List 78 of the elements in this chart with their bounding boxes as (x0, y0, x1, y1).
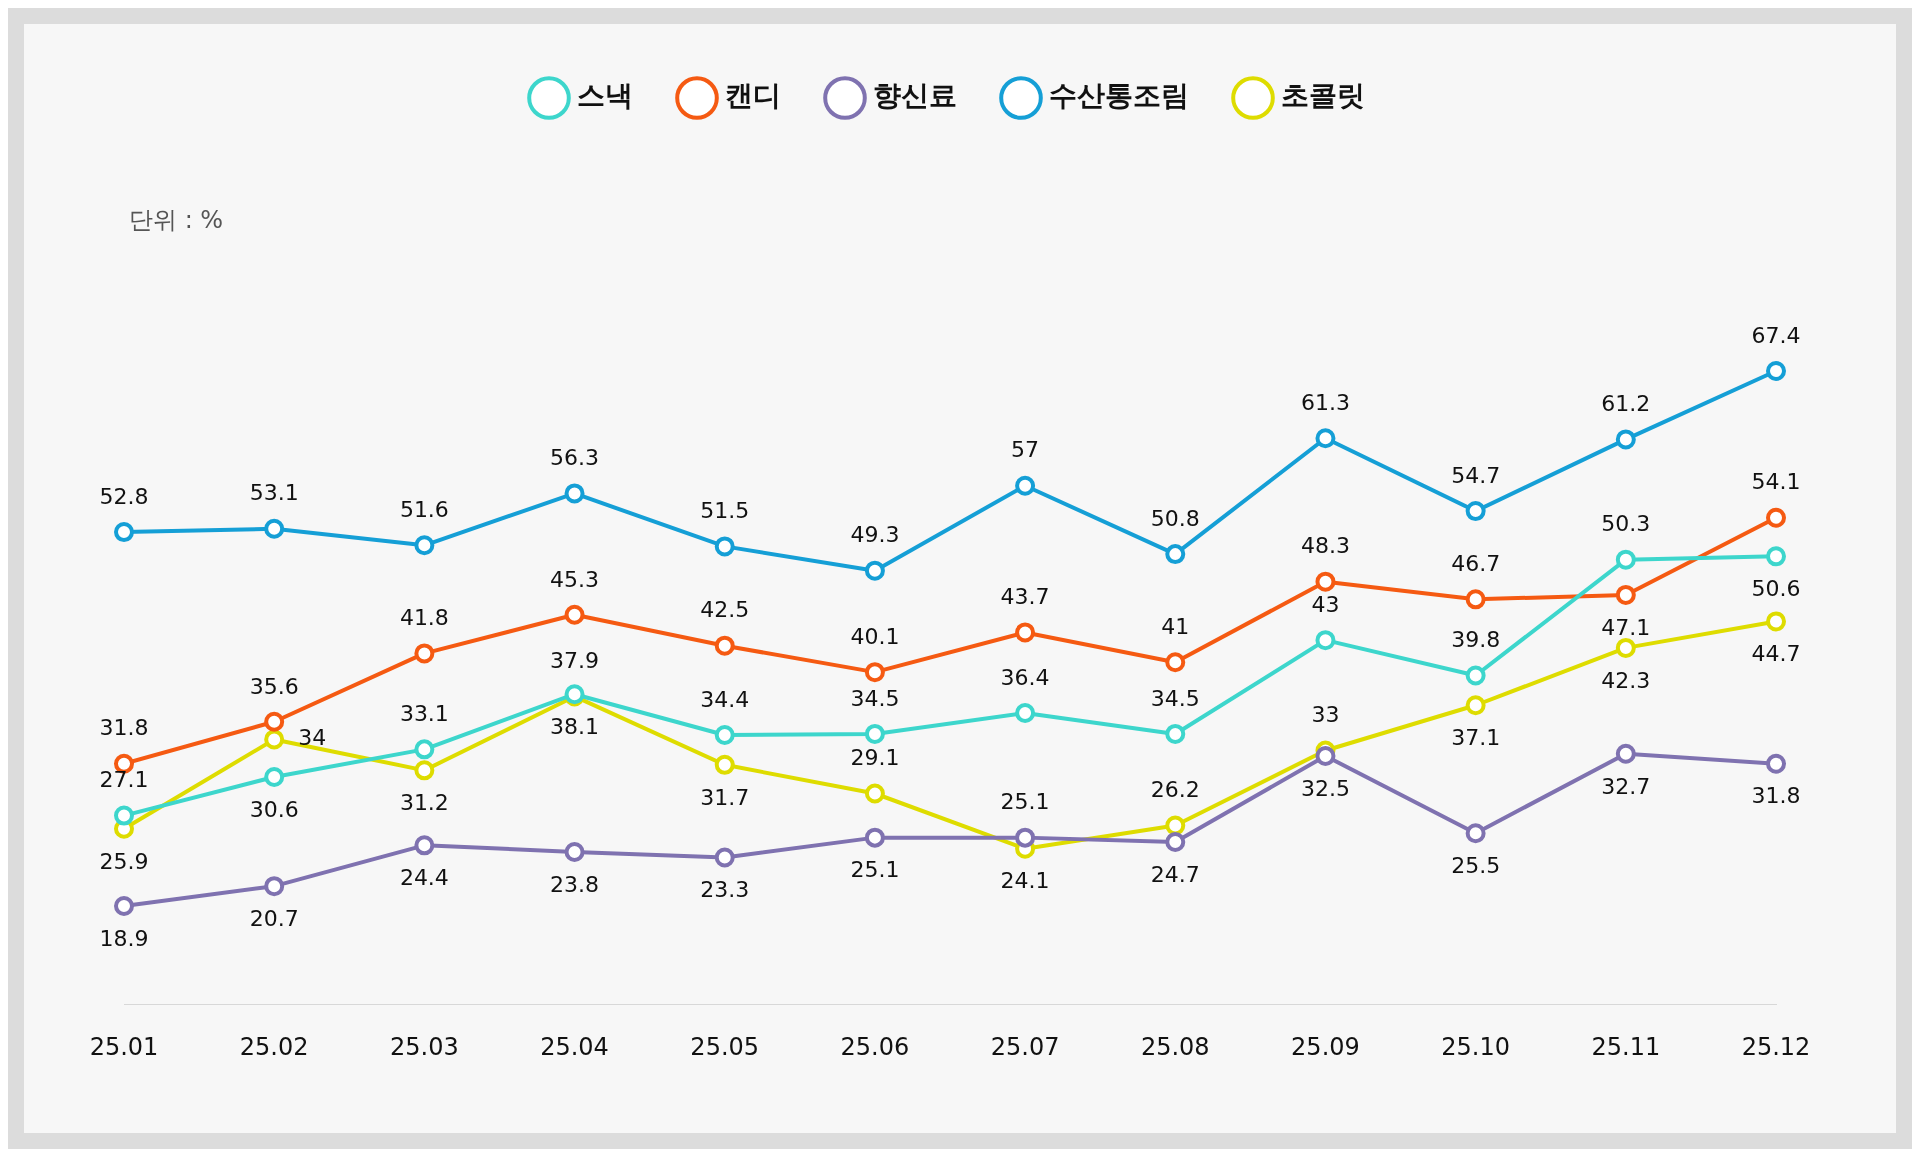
legend-label: 초콜릿 (1281, 79, 1365, 113)
data-label: 44.7 (1751, 641, 1801, 667)
data-label: 32.7 (1601, 773, 1651, 799)
x-tick-label: 25.02 (239, 1032, 309, 1061)
legend-label: 향신료 (873, 79, 957, 113)
data-label: 45.3 (550, 566, 600, 592)
legend-label: 수산통조림 (1049, 79, 1189, 113)
data-label: 48.3 (1300, 533, 1350, 559)
data-label: 31.7 (700, 784, 750, 810)
data-label: 35.6 (249, 673, 299, 699)
data-label: 34.4 (700, 686, 750, 712)
data-label: 67.4 (1751, 322, 1801, 348)
data-label: 32.5 (1300, 775, 1350, 801)
data-label: 50.3 (1601, 511, 1651, 537)
data-label: 25.5 (1451, 852, 1501, 878)
data-label: 41 (1161, 613, 1190, 639)
data-label: 18.9 (99, 925, 149, 951)
x-tick-label: 25.11 (1591, 1032, 1661, 1061)
data-label: 24.4 (399, 865, 449, 891)
data-label: 49.3 (850, 522, 900, 548)
data-label: 33 (1311, 702, 1340, 728)
legend-label: 스낵 (577, 79, 633, 113)
legend-label: 캔디 (725, 79, 781, 113)
data-label: 34.5 (1150, 685, 1200, 711)
data-label: 25.1 (1000, 789, 1050, 815)
data-label: 38.1 (550, 713, 600, 739)
data-label: 23.3 (700, 877, 750, 903)
data-label: 46.7 (1451, 551, 1501, 577)
data-label: 61.2 (1601, 391, 1651, 417)
text: 단위 : % (129, 206, 224, 235)
data-label: 30.6 (249, 796, 299, 822)
x-tick-label: 25.09 (1291, 1032, 1360, 1061)
data-label: 43 (1311, 591, 1340, 617)
x-tick-label: 25.06 (840, 1032, 910, 1061)
data-label: 57 (1011, 437, 1040, 463)
data-label: 34 (298, 725, 327, 751)
data-label: 56.3 (550, 445, 600, 471)
data-label: 51.6 (399, 497, 449, 523)
data-label: 43.7 (1000, 584, 1050, 610)
x-tick-label: 25.08 (1140, 1032, 1210, 1061)
x-tick-label: 25.05 (690, 1032, 760, 1061)
data-label: 42.3 (1601, 667, 1651, 693)
data-label: 24.7 (1150, 861, 1200, 887)
data-label: 33.1 (399, 701, 449, 727)
data-label: 52.8 (99, 483, 149, 509)
data-label: 47.1 (1601, 614, 1651, 640)
data-label: 26.2 (1150, 777, 1200, 803)
data-label: 50.6 (1751, 576, 1801, 602)
data-label: 31.8 (1751, 783, 1801, 809)
data-label: 37.1 (1451, 724, 1501, 750)
x-tick-label: 25.10 (1441, 1032, 1510, 1061)
x-tick-label: 25.01 (89, 1032, 159, 1061)
data-label: 61.3 (1300, 390, 1350, 416)
data-label: 53.1 (249, 480, 299, 506)
data-label: 39.8 (1451, 627, 1501, 653)
x-tick-label: 25.12 (1741, 1032, 1811, 1061)
data-label: 29.1 (850, 745, 900, 771)
data-label: 51.5 (700, 498, 750, 524)
data-label: 42.5 (700, 597, 750, 623)
data-label: 34.5 (850, 685, 900, 711)
data-label: 20.7 (249, 905, 299, 931)
data-label: 25.1 (850, 857, 900, 883)
data-label: 41.8 (399, 605, 449, 631)
data-label: 24.1 (1000, 868, 1050, 894)
data-label: 25.9 (99, 848, 149, 874)
data-label: 54.1 (1751, 469, 1801, 495)
data-label: 40.1 (850, 623, 900, 649)
data-label: 31.8 (99, 715, 149, 741)
x-tick-label: 25.07 (990, 1032, 1060, 1061)
data-label: 37.9 (550, 648, 600, 674)
data-label: 54.7 (1451, 462, 1501, 488)
x-tick-label: 25.04 (540, 1032, 609, 1061)
data-label: 27.1 (99, 767, 149, 793)
x-tick-label: 25.03 (390, 1032, 459, 1061)
data-label: 50.8 (1150, 505, 1200, 531)
data-label: 36.4 (1000, 664, 1050, 690)
data-label: 23.8 (550, 871, 600, 897)
data-label: 31.2 (399, 790, 449, 816)
